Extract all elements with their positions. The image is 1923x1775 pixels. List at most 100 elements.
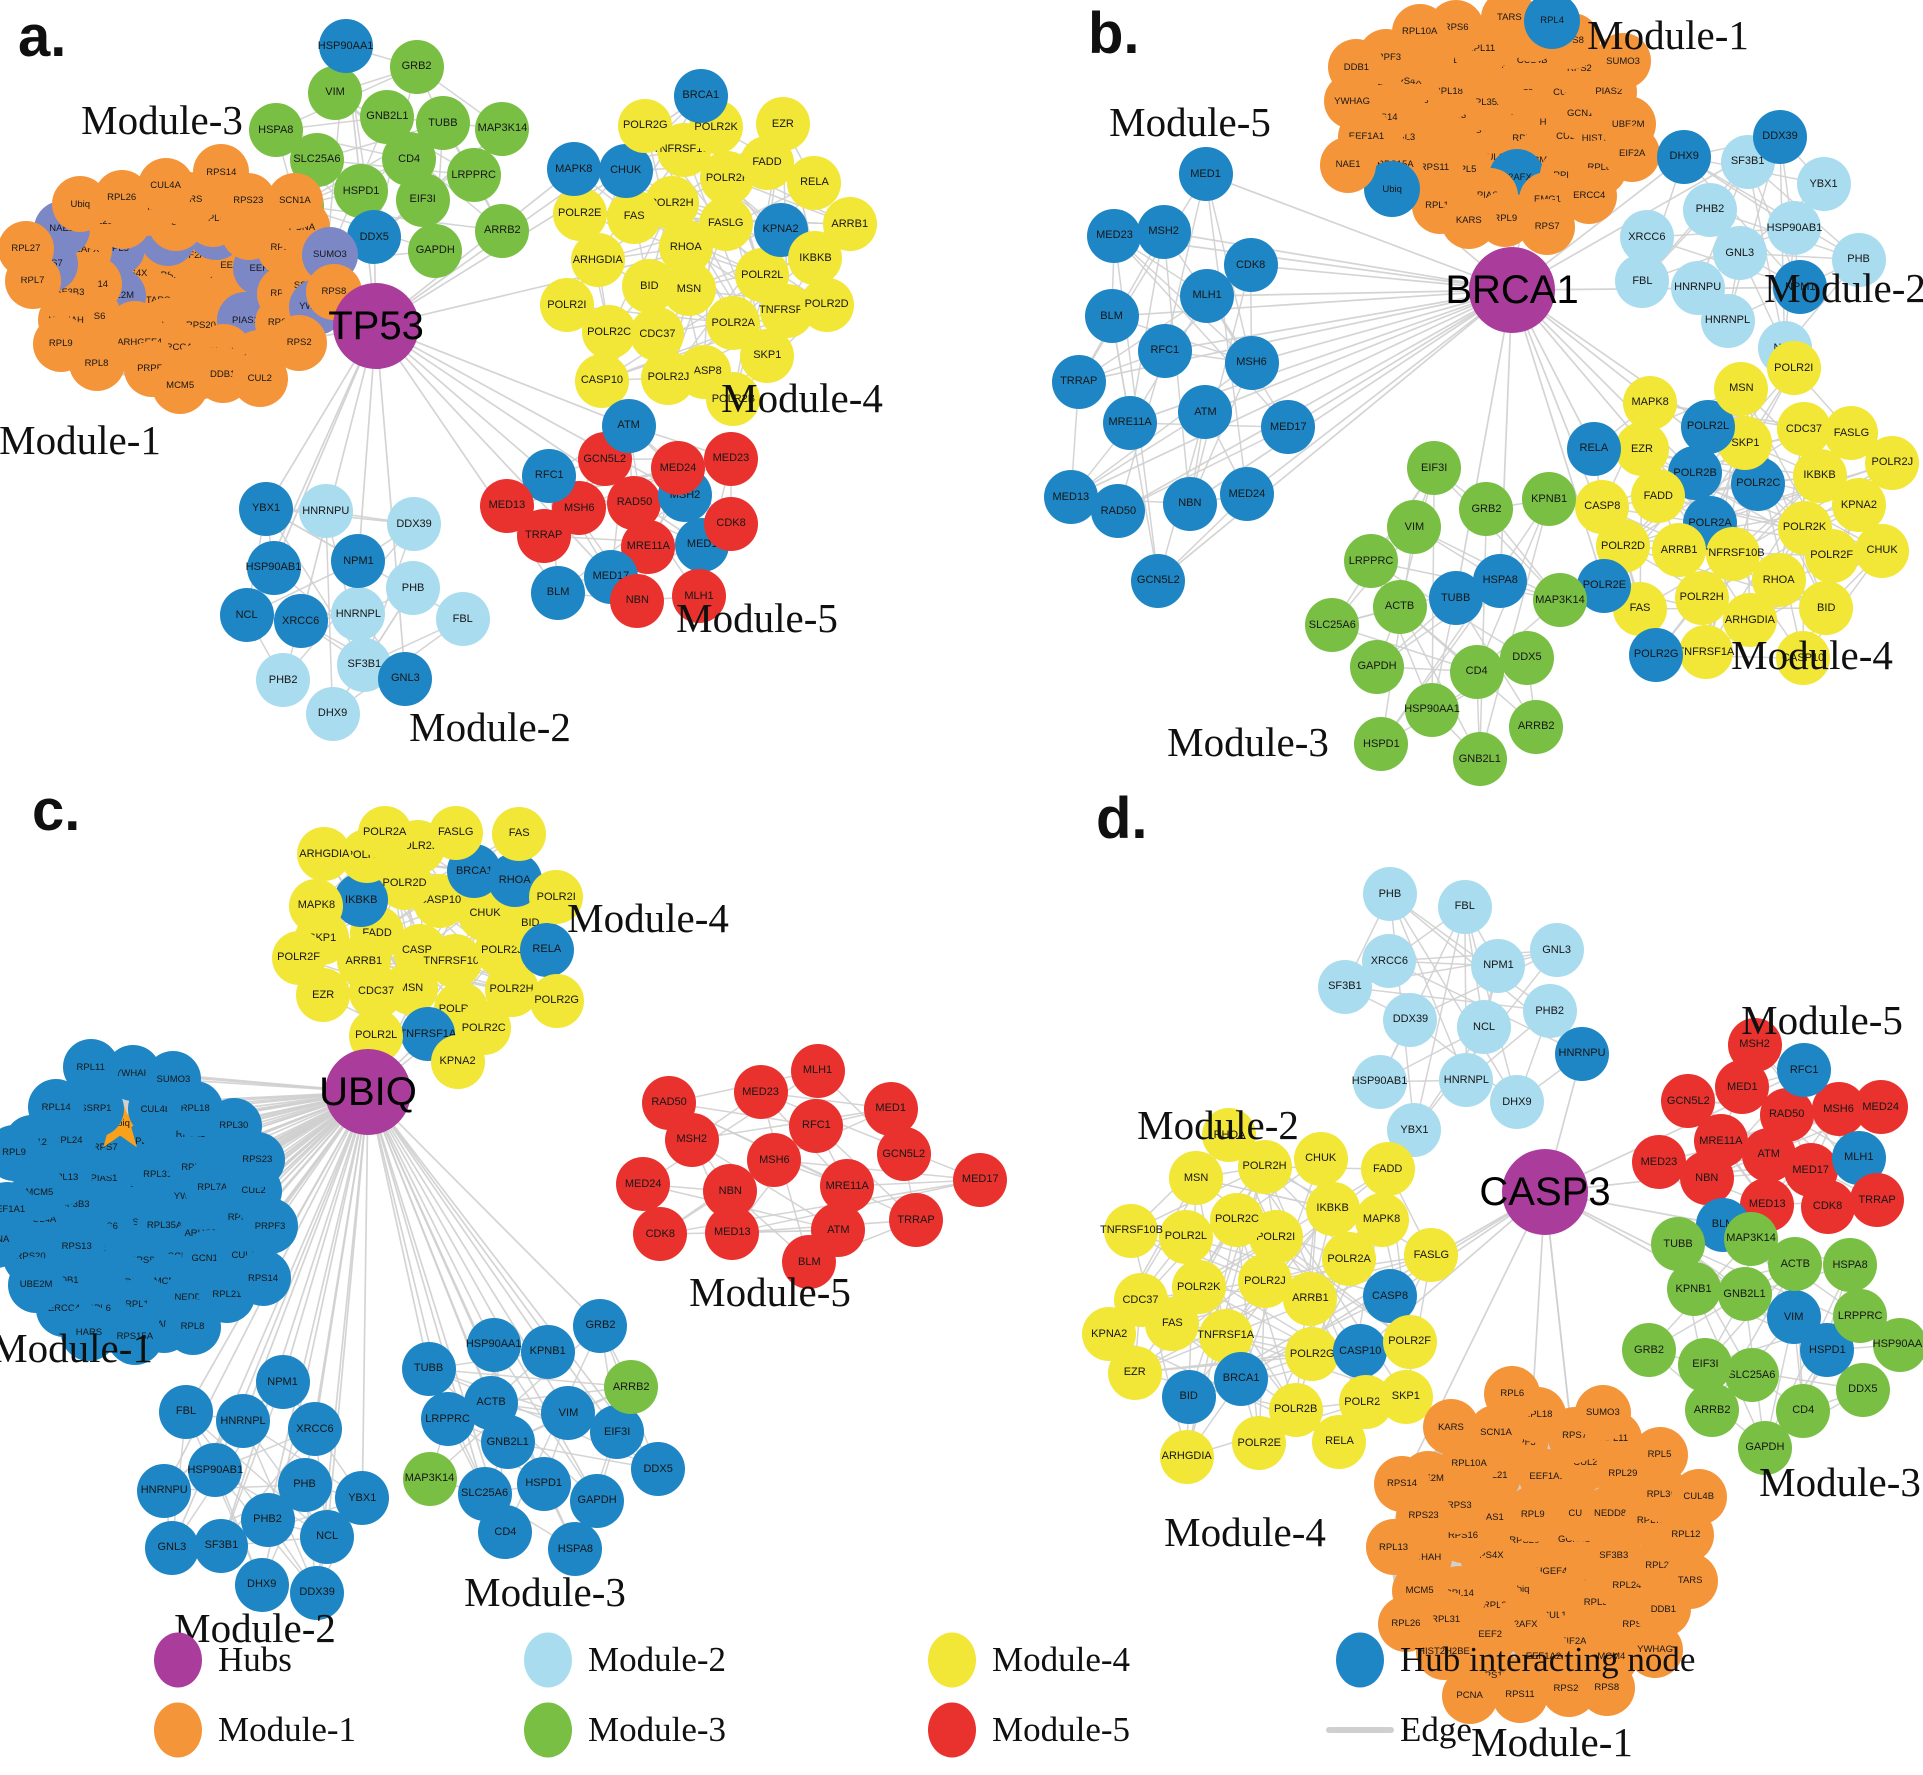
gene-node-gnl3[interactable]: GNL3 [144,1520,199,1575]
gene-node-rps11[interactable]: RPS11 [1491,1666,1548,1723]
gene-node-med24[interactable]: MED24 [1853,1080,1908,1135]
gene-node-gnl3[interactable]: GNL3 [378,651,433,706]
gene-node-mlh1[interactable]: MLH1 [790,1043,845,1098]
gene-node-med24[interactable]: MED24 [1219,467,1274,522]
gene-node-gapdh[interactable]: GAPDH [570,1473,625,1528]
gene-node-hsp90ab1[interactable]: HSP90AB1 [1767,201,1822,256]
gene-node-polr2g[interactable]: POLR2G [618,98,673,153]
gene-node-chuk[interactable]: CHUK [598,143,653,198]
gene-node-hsp90aa1[interactable]: HSP90AA1 [318,19,373,74]
gene-node-phb[interactable]: PHB [386,561,441,616]
gene-node-kpnb1[interactable]: KPNB1 [520,1324,575,1379]
gene-node-rpl10a[interactable]: RPL10A [1391,3,1448,60]
gene-node-kpna2[interactable]: KPNA2 [1831,478,1886,533]
gene-node-ddx39[interactable]: DDX39 [387,497,442,552]
gene-node-hspa8[interactable]: HSPA8 [1823,1238,1878,1293]
hub-node-brca1[interactable]: BRCA1 [1445,247,1579,333]
gene-node-npm1[interactable]: NPM1 [1471,938,1526,993]
gene-node-rps14[interactable]: RPS14 [193,144,250,201]
gene-node-ddx5[interactable]: DDX5 [631,1442,686,1497]
gene-node-ddx5[interactable]: DDX5 [1499,630,1554,685]
gene-node-prpf3[interactable]: PRPF3 [242,1198,299,1255]
gene-node-hnrnpl[interactable]: HNRNPL [331,587,386,642]
gene-node-ybx1[interactable]: YBX1 [1796,157,1851,212]
gene-node-med23[interactable]: MED23 [703,431,758,486]
gene-node-rps7[interactable]: RPS7 [1519,199,1576,255]
gene-node-slc25a6[interactable]: SLC25A6 [457,1466,512,1521]
gene-node-pcna[interactable]: PCNA [1441,1667,1498,1724]
gene-node-map3k14[interactable]: MAP3K14 [1724,1211,1779,1266]
gene-node-cd4[interactable]: CD4 [1449,644,1504,699]
gene-node-nbn[interactable]: NBN [1679,1151,1734,1206]
gene-node-polr2g[interactable]: POLR2G [1629,627,1684,682]
gene-node-mapk8[interactable]: MAPK8 [1354,1192,1409,1247]
gene-node-chuk[interactable]: CHUK [1293,1131,1348,1186]
gene-node-cdk8[interactable]: CDK8 [1800,1179,1855,1234]
gene-node-lrpprc[interactable]: LRPPRC [420,1392,475,1447]
gene-node-tnfrsf10b[interactable]: TNFRSF10B [1100,1203,1163,1258]
gene-node-ddx39[interactable]: DDX39 [1752,109,1807,164]
gene-node-vim[interactable]: VIM [1387,500,1442,555]
gene-node-gnb2l1[interactable]: GNB2L1 [1452,732,1507,787]
gene-node-arrb2[interactable]: ARRB2 [1685,1383,1740,1438]
gene-node-dhx9[interactable]: DHX9 [1489,1075,1544,1130]
gene-node-map3k14[interactable]: MAP3K14 [475,101,530,156]
gene-node-tubb[interactable]: TUBB [401,1341,456,1396]
gene-node-ubiq[interactable]: Ubiq [52,176,109,233]
gene-node-vim[interactable]: VIM [541,1386,596,1441]
gene-node-fas[interactable]: FAS [607,189,662,244]
gene-node-rps14[interactable]: RPS14 [235,1250,292,1307]
gene-node-ncl[interactable]: NCL [1457,1000,1512,1055]
gene-node-sumo3[interactable]: SUMO3 [145,1051,202,1108]
gene-node-med17[interactable]: MED17 [1261,400,1316,455]
gene-node-nbn[interactable]: NBN [1162,476,1217,531]
gene-node-hsp90ab1[interactable]: HSP90AB1 [246,540,301,595]
gene-node-mcm5[interactable]: MCM5 [152,357,209,414]
gene-node-tnfrsf10b[interactable]: TNFRSF10B [1702,526,1765,581]
gene-node-arhgdia[interactable]: ARHGDIA [1159,1429,1214,1484]
gene-node-kars[interactable]: KARS [1422,1399,1479,1456]
gene-node-ybx1[interactable]: YBX1 [335,1471,390,1526]
gene-node-grb2[interactable]: GRB2 [389,39,444,94]
gene-node-phb2[interactable]: PHB2 [256,653,311,708]
gene-node-polr2h[interactable]: POLR2H [1674,570,1729,625]
gene-node-grb2[interactable]: GRB2 [573,1298,628,1353]
gene-node-cul2[interactable]: CUL2 [231,350,288,407]
gene-node-mapk8[interactable]: MAPK8 [289,878,344,933]
gene-node-kpnb1[interactable]: KPNB1 [1522,472,1577,527]
gene-node-rpl4[interactable]: RPL4 [1524,0,1581,50]
gene-node-mlh1[interactable]: MLH1 [1180,268,1235,323]
gene-node-kars[interactable]: KARS [1440,193,1497,250]
gene-node-polr2f[interactable]: POLR2F [1804,528,1859,583]
gene-node-skp1[interactable]: SKP1 [1378,1369,1433,1424]
gene-node-polr2e[interactable]: POLR2E [1232,1416,1287,1471]
gene-node-ezr[interactable]: EZR [1614,422,1669,477]
gene-node-cul4b[interactable]: CUL4B [1670,1468,1727,1525]
gene-node-xrcc6[interactable]: XRCC6 [273,594,328,649]
gene-node-polr2a[interactable]: POLR2A [357,805,412,860]
gene-node-xrcc6[interactable]: XRCC6 [1362,934,1417,989]
gene-node-med1[interactable]: MED1 [863,1081,918,1136]
gene-node-fas[interactable]: FAS [492,806,547,861]
gene-node-med23[interactable]: MED23 [1631,1135,1686,1190]
gene-node-hsp90ab1[interactable]: HSP90AB1 [187,1443,243,1498]
gene-node-hspa8[interactable]: HSPA8 [248,103,303,158]
gene-node-sf3b1[interactable]: SF3B1 [1317,959,1372,1014]
gene-node-gcn5l2[interactable]: GCN5L2 [1131,553,1186,608]
gene-node-ezr[interactable]: EZR [296,968,351,1023]
gene-node-gcn5l2[interactable]: GCN5L2 [876,1127,931,1182]
gene-node-rps8[interactable]: RPS8 [1578,1659,1635,1716]
gene-node-lrpprc[interactable]: LRPPRC [1344,534,1399,589]
gene-node-rpl5[interactable]: RPL5 [1631,1427,1688,1484]
gene-node-arrb2[interactable]: ARRB2 [1509,699,1564,754]
gene-node-rps23[interactable]: RPS23 [229,1132,286,1189]
gene-node-fbl[interactable]: FBL [159,1384,214,1439]
gene-node-hspd1[interactable]: HSPD1 [516,1456,571,1511]
gene-node-ikbkb[interactable]: IKBKB [334,873,389,928]
gene-node-med23[interactable]: MED23 [1087,208,1142,263]
gene-node-polr2g[interactable]: POLR2G [529,973,584,1028]
gene-node-msh2[interactable]: MSH2 [1727,1017,1782,1072]
gene-node-slc25a6[interactable]: SLC25A6 [1305,598,1360,653]
gene-node-polr2d[interactable]: POLR2D [799,277,854,332]
gene-node-blm[interactable]: BLM [782,1235,837,1290]
